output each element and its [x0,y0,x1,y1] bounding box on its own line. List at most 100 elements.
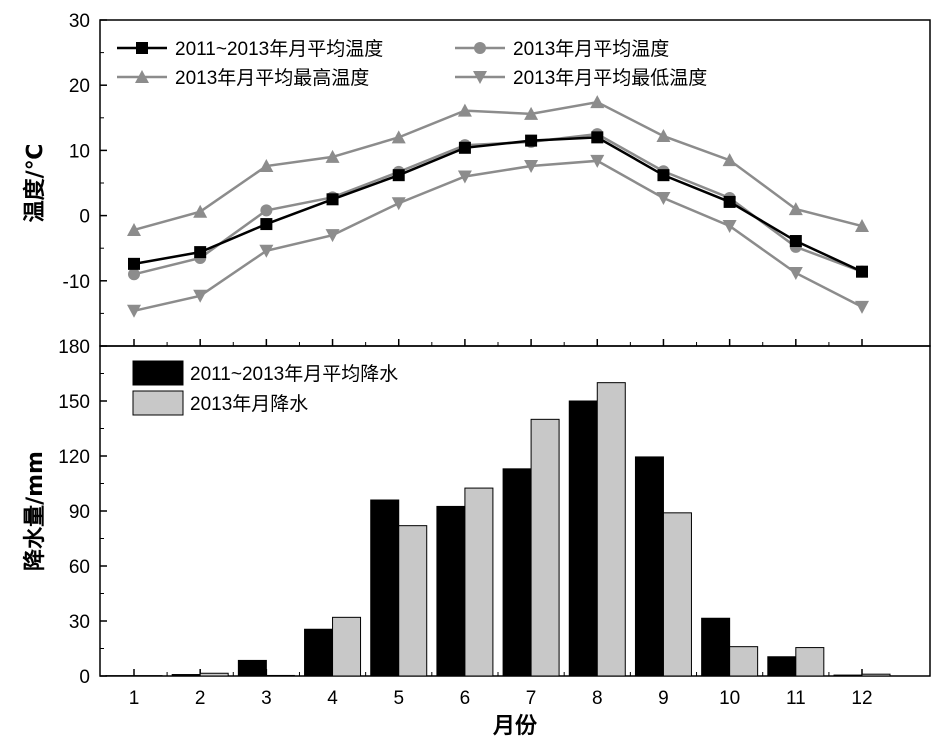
precipitation-2013-bar [596,382,626,677]
precipitation-2013-bar [199,672,229,677]
avg-precipitation-bar [370,499,400,677]
avg-temperature-line [133,136,863,273]
x-tick-label: 10 [719,688,740,709]
avg-temperature-marker [392,169,405,182]
temperature-2013-line [133,132,863,276]
avg-precipitation-bar [634,456,664,677]
temperature-y-tick-label: 0 [79,207,90,228]
temperature-y-axis-title: 温度/℃ [22,144,48,223]
avg-temperature-marker [856,265,868,278]
max-temperature-2013-marker [259,159,274,173]
legend-marker [135,70,149,83]
avg-precipitation-bar [436,505,466,677]
x-tick-label: 9 [658,688,669,709]
min-temperature-2013-marker [656,191,671,205]
temperature-y-tick-label: -10 [63,272,90,293]
precipitation-y-tick-label: 150 [58,392,90,413]
min-temperature-2013-marker [391,197,406,211]
avg-precipitation-bar [171,674,201,677]
legend-label: 2013年月平均最低温度 [513,67,707,89]
avg-precipitation-bar [833,674,863,677]
precipitation-y-tick-label: 60 [69,557,90,578]
max-temperature-2013-marker [391,130,406,144]
max-temperature-2013-marker [193,204,208,218]
max-temperature-2013-marker [855,219,869,233]
precipitation-2013-bar [795,647,825,677]
avg-precipitation-bar [767,656,797,677]
min-temperature-2013-marker [788,266,803,280]
precipitation-2013-bar [861,673,891,677]
legend-label: 2013年月降水 [190,393,308,415]
avg-temperature-marker [525,134,538,147]
temperature-2013-marker [260,204,273,217]
avg-precipitation-bar [568,400,598,677]
max-temperature-2013-marker [656,129,671,143]
avg-temperature-marker [458,141,471,154]
precipitation-2013-bar [265,674,295,677]
precipitation-y-tick-label: 30 [69,612,90,633]
avg-temperature-marker [260,218,273,231]
precipitation-2013-bar [464,487,494,677]
max-temperature-2013-marker [788,202,803,216]
legend-swatch [132,360,184,386]
avg-temperature-marker [657,169,670,182]
temperature-y-tick-label: 30 [69,11,90,32]
max-temperature-2013-line [133,100,863,232]
x-tick-label: 1 [129,688,140,709]
legend-label: 2013年月平均温度 [513,38,669,60]
x-tick-label: 11 [786,688,806,709]
avg-temperature-marker [789,235,802,248]
precipitation-2013-bar [662,512,692,677]
max-temperature-2013-marker [524,106,539,120]
min-temperature-2013-marker [855,300,869,314]
legend-label: 2011~2013年月平均降水 [190,363,398,385]
avg-temperature-marker [128,257,140,270]
temperature-2013-marker [128,268,140,281]
min-temperature-2013-marker [193,289,208,303]
precipitation-y-tick-label: 180 [58,337,90,358]
legend-marker [474,42,486,54]
min-temperature-2013-marker [457,170,472,184]
avg-precipitation-bar [502,468,532,677]
temperature-y-tick-label: 10 [69,141,90,162]
precipitation-y-axis-title: 降水量/mm [23,451,48,571]
min-temperature-2013-marker [259,244,274,258]
x-tick-label: 6 [460,688,471,709]
x-tick-label: 12 [851,688,872,709]
precipitation-2013-bar [398,525,428,677]
legend-label: 2011~2013年月平均温度 [175,38,383,60]
precipitation-y-tick-label: 90 [69,502,90,523]
x-tick-label: 4 [327,688,338,709]
max-temperature-2013-marker [457,103,472,117]
x-axis-title: 月份 [492,714,538,739]
legend-swatch [132,390,184,416]
x-tick-label: 7 [526,688,537,709]
avg-temperature-marker [591,131,604,144]
min-temperature-2013-marker [590,154,605,168]
x-tick-label: 3 [261,688,272,709]
min-temperature-2013-marker [722,220,737,234]
max-temperature-2013-marker [722,153,737,167]
max-temperature-2013-marker [590,95,605,109]
min-temperature-2013-marker [127,304,141,318]
legend-label: 2013年月平均最高温度 [175,67,369,89]
x-tick-label: 2 [195,688,206,709]
x-tick-label: 5 [393,688,404,709]
avg-precipitation-bar [304,628,334,677]
legend-marker [136,42,148,54]
temperature-y-tick-label: 20 [69,76,90,97]
precipitation-2013-bar [332,616,362,677]
precipitation-y-tick-label: 120 [58,447,90,468]
min-temperature-2013-line [133,159,863,313]
avg-precipitation-bar [701,617,731,677]
precipitation-y-tick-label: 0 [79,667,90,688]
max-temperature-2013-marker [127,222,141,236]
avg-temperature-marker [326,193,339,206]
legend-marker [473,71,487,84]
precipitation-2013-bar [530,418,560,677]
precipitation-2013-bar [729,646,759,677]
x-tick-label: 8 [592,688,603,709]
avg-temperature-marker [723,195,736,208]
